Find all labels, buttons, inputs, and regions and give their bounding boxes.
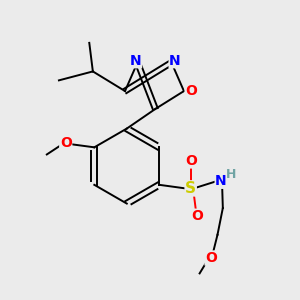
Text: O: O [205, 251, 217, 265]
Text: S: S [185, 181, 196, 196]
Text: O: O [60, 136, 72, 150]
Text: O: O [185, 154, 197, 168]
Text: N: N [215, 174, 227, 188]
Text: N: N [130, 54, 142, 68]
Text: N: N [169, 54, 181, 68]
Text: H: H [226, 168, 236, 181]
Text: O: O [191, 209, 203, 223]
Text: O: O [185, 84, 197, 98]
